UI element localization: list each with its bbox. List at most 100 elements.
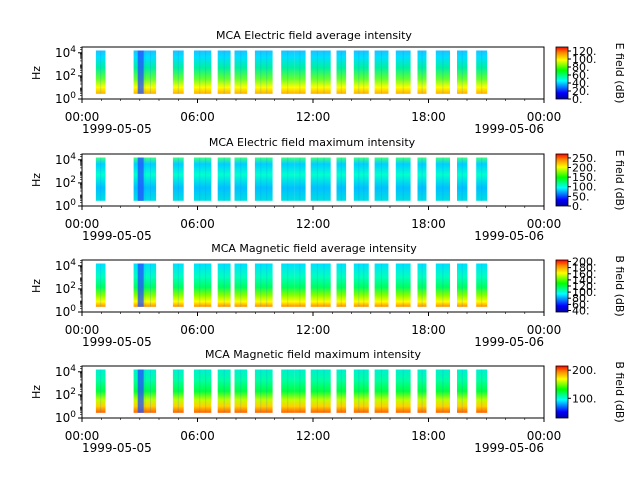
colorbar-tick-label: 150. xyxy=(572,171,597,184)
data-block xyxy=(254,157,273,201)
data-block xyxy=(281,369,295,413)
x-tick-label: 00:00 xyxy=(527,110,562,124)
colorbar-tick-label: 60. xyxy=(572,69,590,82)
data-block xyxy=(353,369,369,413)
data-block xyxy=(294,50,306,94)
chart-title: MCA Magnetic field maximum intensity xyxy=(205,348,421,361)
data-block xyxy=(294,263,306,307)
data-block xyxy=(435,50,450,94)
y-tick-label: 104 xyxy=(55,45,76,60)
data-block xyxy=(457,157,468,201)
colorbar-tick-label: 100. xyxy=(572,286,597,299)
data-block xyxy=(336,50,347,94)
x-tick-label: 00:00 xyxy=(527,429,562,443)
colorbar xyxy=(555,46,569,100)
date-start-label: 1999-05-05 xyxy=(82,122,152,136)
colorbar-tick-label: 120. xyxy=(572,45,597,58)
y-axis-label: Hz xyxy=(30,385,43,399)
x-tick-label: 18:00 xyxy=(411,110,446,124)
x-tick-label: 06:00 xyxy=(180,323,215,337)
data-block xyxy=(294,369,306,413)
data-block xyxy=(172,369,184,413)
data-block xyxy=(281,50,295,94)
x-tick-label: 18:00 xyxy=(411,429,446,443)
data-block xyxy=(172,50,184,94)
data-block xyxy=(194,263,212,307)
data-block xyxy=(435,369,450,413)
data-block xyxy=(95,50,106,94)
data-block xyxy=(234,50,248,94)
data-block xyxy=(374,369,389,413)
data-feature xyxy=(137,369,144,413)
data-block xyxy=(353,50,369,94)
data-block xyxy=(476,157,488,201)
date-start-label: 1999-05-05 xyxy=(82,441,152,455)
chart-title: MCA Magnetic field average intensity xyxy=(211,242,417,255)
data-block xyxy=(457,263,468,307)
x-tick-label: 06:00 xyxy=(180,429,215,443)
data-block xyxy=(457,50,468,94)
colorbar-label: B field (dB) xyxy=(613,361,626,422)
data-block xyxy=(95,263,106,307)
colorbar-tick-label: 160. xyxy=(572,268,597,281)
data-block xyxy=(234,263,248,307)
x-tick-label: 12:00 xyxy=(296,323,331,337)
colorbar-tick-label: 250. xyxy=(572,152,597,165)
data-block xyxy=(395,50,411,94)
x-tick-label: 06:00 xyxy=(180,217,215,231)
data-block xyxy=(294,157,306,201)
data-block xyxy=(217,369,231,413)
data-block xyxy=(217,50,231,94)
data-block xyxy=(234,369,248,413)
data-feature xyxy=(137,263,144,307)
data-block xyxy=(374,263,389,307)
date-end-label: 1999-05-06 xyxy=(474,335,544,349)
colorbar xyxy=(555,365,569,419)
data-block xyxy=(194,157,212,201)
y-tick-label: 102 xyxy=(55,281,76,296)
data-block xyxy=(254,263,273,307)
date-end-label: 1999-05-06 xyxy=(474,229,544,243)
colorbar-tick-label: 100. xyxy=(572,53,597,66)
y-tick-label: 100 xyxy=(55,91,76,106)
chart-panel-3: MCA Magnetic field average intensity 100 1… xyxy=(30,242,626,349)
chart-panel-2: MCA Electric field maximum intensity 100 1… xyxy=(30,136,626,243)
data-block xyxy=(217,263,231,307)
colorbar xyxy=(555,259,569,313)
colorbar-label: B field (dB) xyxy=(613,255,626,316)
colorbar-tick-label: 50. xyxy=(572,190,590,203)
chart-panel-4: MCA Magnetic field maximum intensity 100 1… xyxy=(30,348,626,455)
data-block xyxy=(336,369,347,413)
colorbar-tick-label: 140. xyxy=(572,274,597,287)
data-block xyxy=(374,50,389,94)
data-block xyxy=(254,369,273,413)
data-feature xyxy=(137,50,144,94)
data-block xyxy=(476,369,488,413)
y-axis-label: Hz xyxy=(30,279,43,293)
data-block xyxy=(353,263,369,307)
colorbar-label: E field (dB) xyxy=(613,150,626,211)
data-block xyxy=(172,157,184,201)
date-start-label: 1999-05-05 xyxy=(82,229,152,243)
colorbar-tick-label: 60. xyxy=(572,298,590,311)
date-end-label: 1999-05-06 xyxy=(474,122,544,136)
data-block xyxy=(234,157,248,201)
data-block xyxy=(194,50,212,94)
data-block xyxy=(217,157,231,201)
data-block xyxy=(374,157,389,201)
y-axis-label: Hz xyxy=(30,66,43,80)
data-block xyxy=(336,263,347,307)
x-tick-label: 00:00 xyxy=(527,323,562,337)
data-block xyxy=(395,157,411,201)
data-block xyxy=(281,263,295,307)
x-tick-label: 12:00 xyxy=(296,217,331,231)
data-block xyxy=(336,157,347,201)
data-block xyxy=(353,157,369,201)
y-tick-label: 100 xyxy=(55,304,76,319)
data-block xyxy=(476,263,488,307)
colorbar-tick-label: 200. xyxy=(572,364,597,377)
data-block xyxy=(435,263,450,307)
data-block xyxy=(417,50,427,94)
y-tick-label: 104 xyxy=(55,364,76,379)
